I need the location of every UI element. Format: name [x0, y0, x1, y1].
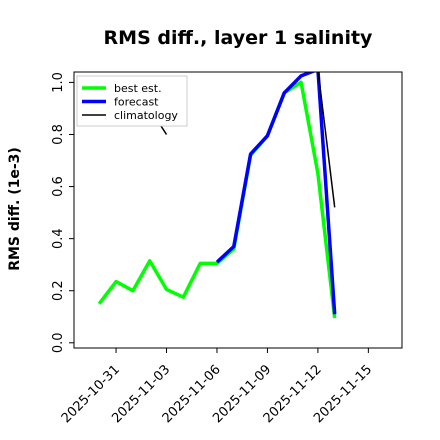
y-tick-label: 0.2	[51, 280, 66, 301]
legend-label-forecast: forecast	[114, 96, 159, 109]
y-axis-label: RMS diff. (1e-3)	[7, 147, 23, 271]
legend-label-climatology: climatology	[114, 109, 178, 122]
y-tick-label: 0.0	[51, 332, 66, 353]
series-lines	[97, 72, 337, 319]
y-axis: 0.0 0.2 0.4 0.6 0.8 1.0	[51, 72, 74, 353]
plot-frame	[73, 71, 403, 349]
series-line-best-est	[97, 80, 337, 319]
y-tick-label: 0.4	[51, 228, 66, 249]
legend-label-best-est: best est.	[114, 82, 162, 95]
chart-title: RMS diff., layer 1 salinity	[104, 27, 374, 49]
x-axis: 2025-10-312025-11-032025-11-062025-11-09…	[59, 348, 375, 426]
y-tick-label: 0.8	[51, 124, 66, 145]
y-tick-label: 0.6	[51, 176, 66, 197]
series-line-forecast	[215, 72, 337, 315]
y-tick-label: 1.0	[51, 72, 66, 93]
series-line-climatology	[317, 72, 336, 208]
